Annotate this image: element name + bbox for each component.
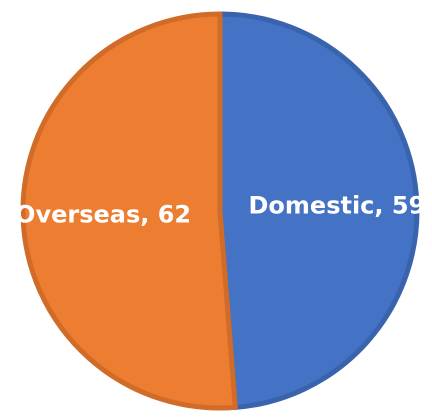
pie-slice-overseas (20, 11, 238, 411)
pie-slices (20, 11, 420, 411)
slice-label-overseas: Overseas, 62 (15, 201, 191, 229)
pie-labels: Domestic, 59 Overseas, 62 (15, 191, 425, 228)
pie-slice-domestic (217, 11, 420, 410)
slice-label-domestic: Domestic, 59 (249, 191, 426, 219)
